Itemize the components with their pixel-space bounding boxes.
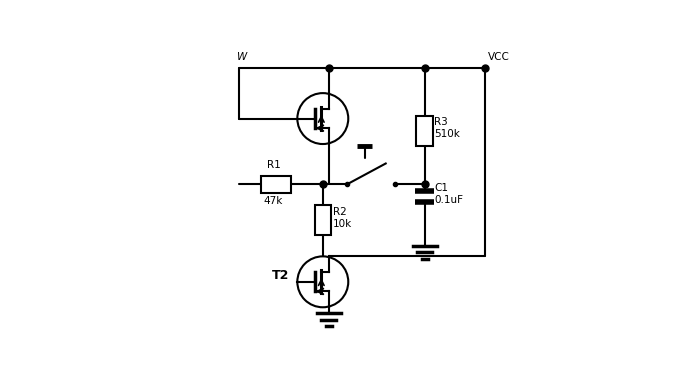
Text: C1: C1 — [434, 183, 448, 193]
Text: R3: R3 — [434, 117, 448, 127]
Bar — [416, 116, 433, 145]
Text: 0.1uF: 0.1uF — [434, 195, 463, 205]
Text: R2: R2 — [333, 207, 347, 217]
Text: 510k: 510k — [434, 129, 460, 139]
Text: VCC: VCC — [487, 52, 510, 62]
Text: R1: R1 — [267, 160, 280, 170]
Text: 10k: 10k — [333, 219, 353, 229]
Circle shape — [298, 93, 349, 144]
Text: 47k: 47k — [264, 196, 283, 206]
Text: T2: T2 — [272, 269, 290, 282]
Circle shape — [298, 256, 349, 307]
Bar — [314, 205, 331, 235]
Bar — [261, 176, 291, 193]
Text: W: W — [237, 52, 247, 62]
